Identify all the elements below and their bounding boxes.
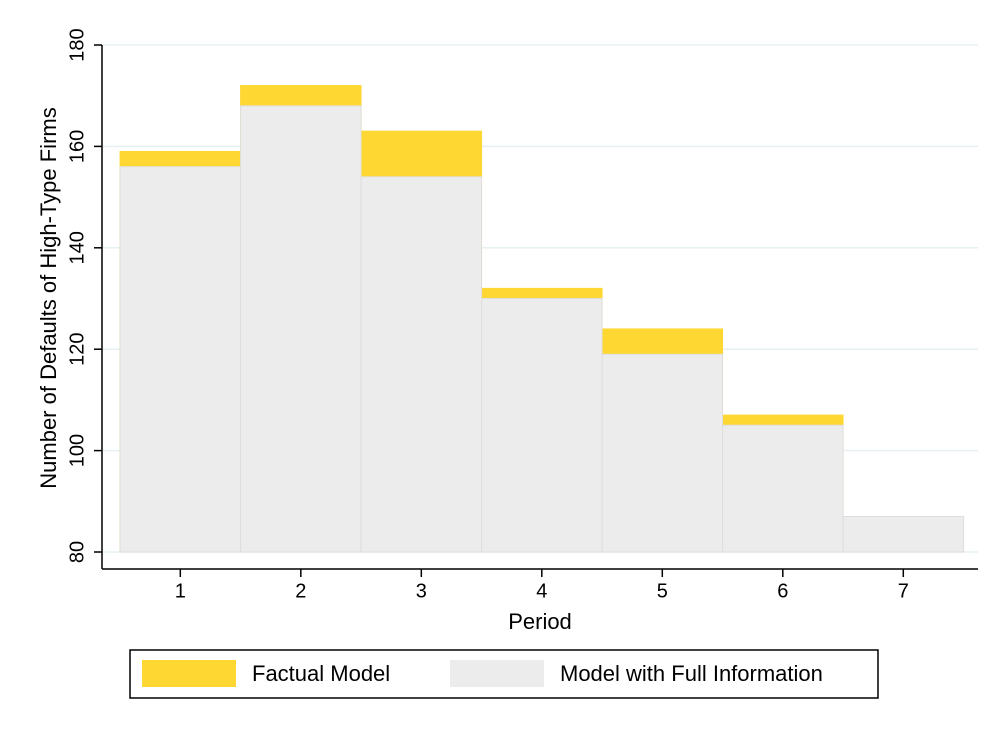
- bar: [360, 176, 483, 553]
- y-tick-label: 100: [66, 434, 88, 467]
- bar: [842, 516, 965, 553]
- x-tick-label: 4: [536, 580, 547, 602]
- y-tick-label: 80: [66, 541, 88, 563]
- y-tick-label: 120: [66, 333, 88, 366]
- bar: [240, 105, 362, 553]
- bar: [722, 424, 844, 553]
- y-axis-label: Number of Defaults of High-Type Firms: [36, 107, 61, 488]
- y-tick-label: 140: [66, 231, 88, 264]
- x-axis-label: Period: [508, 609, 572, 634]
- legend-entry: Model with Full Information: [560, 661, 823, 686]
- x-tick-label: 6: [777, 580, 788, 602]
- x-tick-label: 2: [295, 580, 306, 602]
- bar: [601, 353, 724, 553]
- y-tick-label: 180: [66, 28, 88, 61]
- legend-box: [129, 649, 879, 699]
- legend-entry: Factual Model: [252, 661, 390, 686]
- legend-swatch: [450, 660, 544, 687]
- legend-swatch: [142, 660, 236, 687]
- x-tick-label: 1: [175, 580, 186, 602]
- x-tick-label: 3: [416, 580, 427, 602]
- x-tick-label: 7: [898, 580, 909, 602]
- bar: [119, 166, 242, 553]
- y-tick-label: 160: [66, 130, 88, 163]
- bar: [481, 298, 603, 553]
- x-tick-label: 5: [657, 580, 668, 602]
